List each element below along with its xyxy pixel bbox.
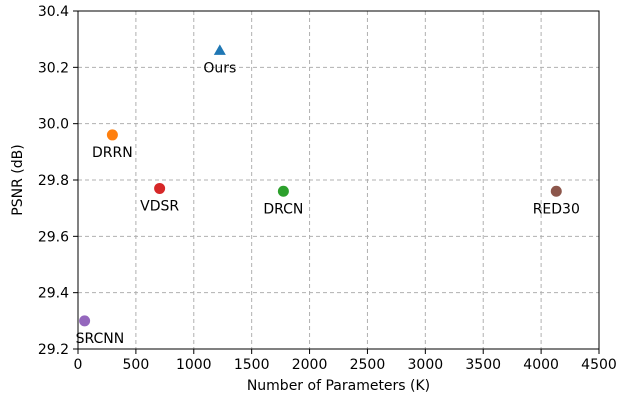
y-tick-label: 30.0 (38, 117, 69, 133)
x-tick-label: 1500 (234, 357, 270, 373)
y-tick-label: 29.8 (38, 173, 69, 189)
x-tick-label: 2500 (350, 357, 386, 373)
point-label-srcnn: SRCNN (76, 331, 125, 347)
point-label-drcn: DRCN (263, 201, 303, 217)
y-tick-label: 30.2 (38, 60, 69, 76)
x-tick-label: 4500 (581, 357, 617, 373)
x-tick-label: 4000 (523, 357, 559, 373)
data-points: Ours DRRN VDSR DRCN RED30 SRCNN (76, 44, 580, 347)
y-tick-label: 29.4 (38, 286, 69, 302)
point-marker-drcn (277, 185, 289, 197)
x-tick-label: 3000 (408, 357, 444, 373)
x-tick-label: 2000 (292, 357, 328, 373)
point-marker-srcnn (79, 315, 91, 327)
x-tick-label: 500 (123, 357, 150, 373)
y-tick-label: 29.2 (38, 342, 69, 358)
x-tick-label: 0 (74, 357, 83, 373)
axis-ticks: 0 500 1000 1500 2000 2500 3000 3500 4000 4500 29.2… (38, 4, 617, 373)
grid-lines (77, 10, 600, 350)
y-axis-label: PSNR (dB) (10, 144, 26, 215)
point-label-red30: RED30 (533, 201, 580, 217)
point-marker-vdsr (154, 182, 166, 194)
point-marker-drrn (106, 129, 118, 141)
x-tick-label: 3500 (465, 357, 501, 373)
y-tick-label: 29.6 (38, 229, 69, 245)
x-axis-label: Number of Parameters (K) (247, 378, 430, 394)
x-tick-label: 1000 (176, 357, 212, 373)
point-marker-ours (213, 44, 226, 55)
point-label-drrn: DRRN (92, 145, 133, 161)
point-label-vdsr: VDSR (140, 198, 179, 214)
point-label-ours: Ours (203, 60, 236, 76)
y-tick-label: 30.4 (38, 4, 69, 20)
point-marker-red30 (550, 185, 562, 197)
